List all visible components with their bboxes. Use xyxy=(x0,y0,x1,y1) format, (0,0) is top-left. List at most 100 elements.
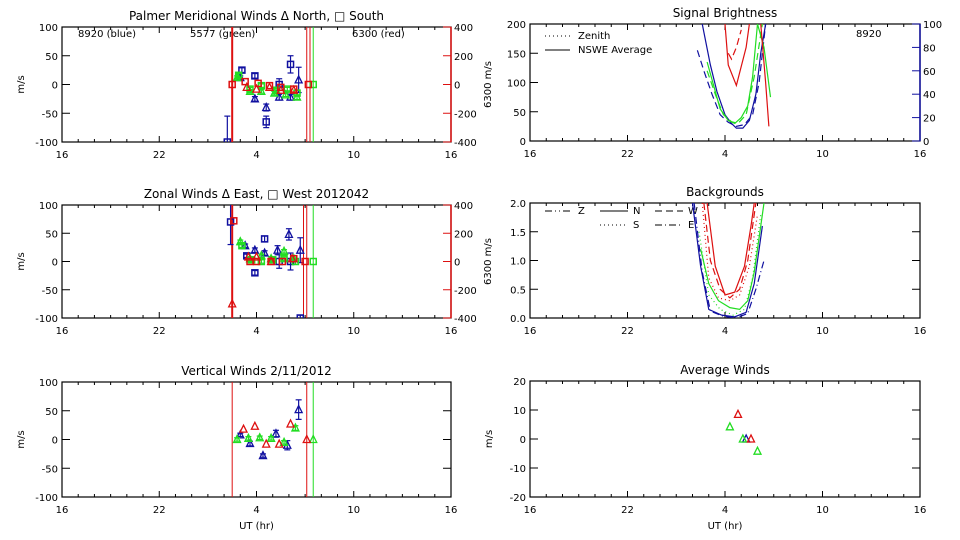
data-point-triangle xyxy=(302,434,312,444)
data-point-triangle xyxy=(264,81,275,92)
wavelength-label: 5577 (green) xyxy=(190,29,255,40)
y-tick-label: 50 xyxy=(45,229,58,240)
series-group xyxy=(725,408,763,455)
x-tick-label: 16 xyxy=(445,150,458,161)
series-line xyxy=(706,24,772,125)
wavelength-label: 6300 (red) xyxy=(352,29,405,40)
y2-tick-label: 40 xyxy=(923,90,936,101)
data-point-triangle xyxy=(238,423,249,433)
y2-tick-label: 0 xyxy=(454,81,460,92)
data-point-square xyxy=(228,80,236,89)
y2-tick-label: 200 xyxy=(454,52,473,63)
series-group xyxy=(691,203,765,318)
plot-frame xyxy=(61,204,452,319)
data-point-square xyxy=(230,217,238,225)
y-axis-label: m/s xyxy=(16,75,27,93)
x-tick-label: 22 xyxy=(153,326,166,337)
x-tick-label: 4 xyxy=(722,326,728,337)
x-tick-label: 16 xyxy=(914,505,927,516)
chart-title: Signal Brightness xyxy=(673,6,778,20)
x-tick-label: 10 xyxy=(816,326,829,337)
x-tick-label: 10 xyxy=(347,150,360,161)
y-tick-label: -100 xyxy=(35,493,58,504)
data-point-triangle xyxy=(261,438,271,448)
chart-title: Vertical Winds 2/11/2012 xyxy=(181,364,332,378)
x-tick-label: 16 xyxy=(524,326,537,337)
data-point-triangle xyxy=(255,432,265,442)
data-point-square xyxy=(254,79,262,88)
y-tick-label: -50 xyxy=(42,464,58,475)
y-tick-label: 0.0 xyxy=(510,314,526,325)
panel-vertical: Vertical Winds 2/11/2012 16 22 4 10 16 UT (hr)… xyxy=(16,364,457,532)
data-point-triangle xyxy=(260,247,270,257)
series-group xyxy=(232,399,318,460)
data-point-triangle xyxy=(284,228,294,239)
series-line xyxy=(706,203,755,296)
panel-meridional: Palmer Meridional Winds Δ North, □ South… xyxy=(16,9,494,161)
data-point-triangle xyxy=(245,438,255,448)
x-tick-label: 10 xyxy=(347,326,360,337)
data-point-triangle xyxy=(294,74,304,84)
y2-tick-label: -200 xyxy=(454,286,477,297)
chart-title: Average Winds xyxy=(680,363,770,377)
x-tick-label: 4 xyxy=(253,505,259,516)
legend-label: E xyxy=(688,220,694,231)
data-point-square xyxy=(246,85,254,93)
y-tick-label: -100 xyxy=(35,314,58,325)
legend-label: Z xyxy=(578,206,585,217)
series-group xyxy=(226,205,317,318)
data-point-triangle xyxy=(266,432,276,443)
data-point-triangle xyxy=(258,450,268,460)
data-point-square xyxy=(251,269,259,277)
data-point-triangle xyxy=(250,93,260,103)
data-point-triangle xyxy=(242,81,252,92)
y-tick-label: 0 xyxy=(52,81,58,92)
y2-tick-label: 20 xyxy=(923,114,936,125)
x-tick-label: 16 xyxy=(914,326,927,337)
data-point-square xyxy=(257,257,266,266)
y-axis-label: m/s xyxy=(484,430,495,448)
data-point-triangle xyxy=(235,236,245,246)
data-point-triangle xyxy=(733,408,743,419)
y-tick-label: 200 xyxy=(507,20,526,31)
y2-tick-label: 100 xyxy=(923,20,942,31)
data-point-square xyxy=(238,241,246,250)
series-group xyxy=(696,24,772,129)
y-tick-label: 1.0 xyxy=(510,257,526,268)
x-tick-label: 16 xyxy=(914,149,927,160)
wavelength-label: 8920 xyxy=(856,29,881,40)
data-point-triangle xyxy=(251,251,262,261)
y2-axis-label: 6300 m/s xyxy=(483,61,494,108)
series-line xyxy=(724,24,750,88)
legend-label: NSWE Average xyxy=(578,45,652,56)
y-tick-label: -10 xyxy=(510,464,526,475)
y2-tick-label: -400 xyxy=(454,314,477,325)
data-point-square xyxy=(223,138,232,142)
data-point-triangle xyxy=(274,438,284,448)
panel-zonal: Zonal Winds Δ East, □ West 2012042 16 22 4 1… xyxy=(16,187,494,337)
data-point-triangle xyxy=(294,404,304,414)
series-line xyxy=(701,24,767,129)
data-point-triangle xyxy=(746,433,756,443)
y2-tick-label: 60 xyxy=(923,67,936,78)
x-tick-label: 4 xyxy=(722,505,728,516)
data-point-triangle xyxy=(725,421,735,431)
x-tick-label: 22 xyxy=(153,150,166,161)
x-axis-label: UT (hr) xyxy=(239,521,274,532)
data-point-triangle xyxy=(273,244,283,254)
y-tick-label: 0 xyxy=(52,258,58,269)
data-point-triangle xyxy=(285,418,296,428)
x-tick-label: 16 xyxy=(56,326,69,337)
x-tick-label: 16 xyxy=(445,505,458,516)
series-group xyxy=(223,55,317,142)
data-point-triangle xyxy=(308,434,318,444)
data-point-triangle xyxy=(243,251,253,261)
y-tick-label: 100 xyxy=(39,23,58,34)
data-point-square xyxy=(278,257,287,266)
data-point-square xyxy=(290,254,298,263)
wavelength-label: 8920 (blue) xyxy=(78,29,136,40)
y-tick-label: 20 xyxy=(513,377,526,388)
y2-tick-label: -200 xyxy=(454,109,477,120)
y-tick-label: 0 xyxy=(52,436,58,447)
